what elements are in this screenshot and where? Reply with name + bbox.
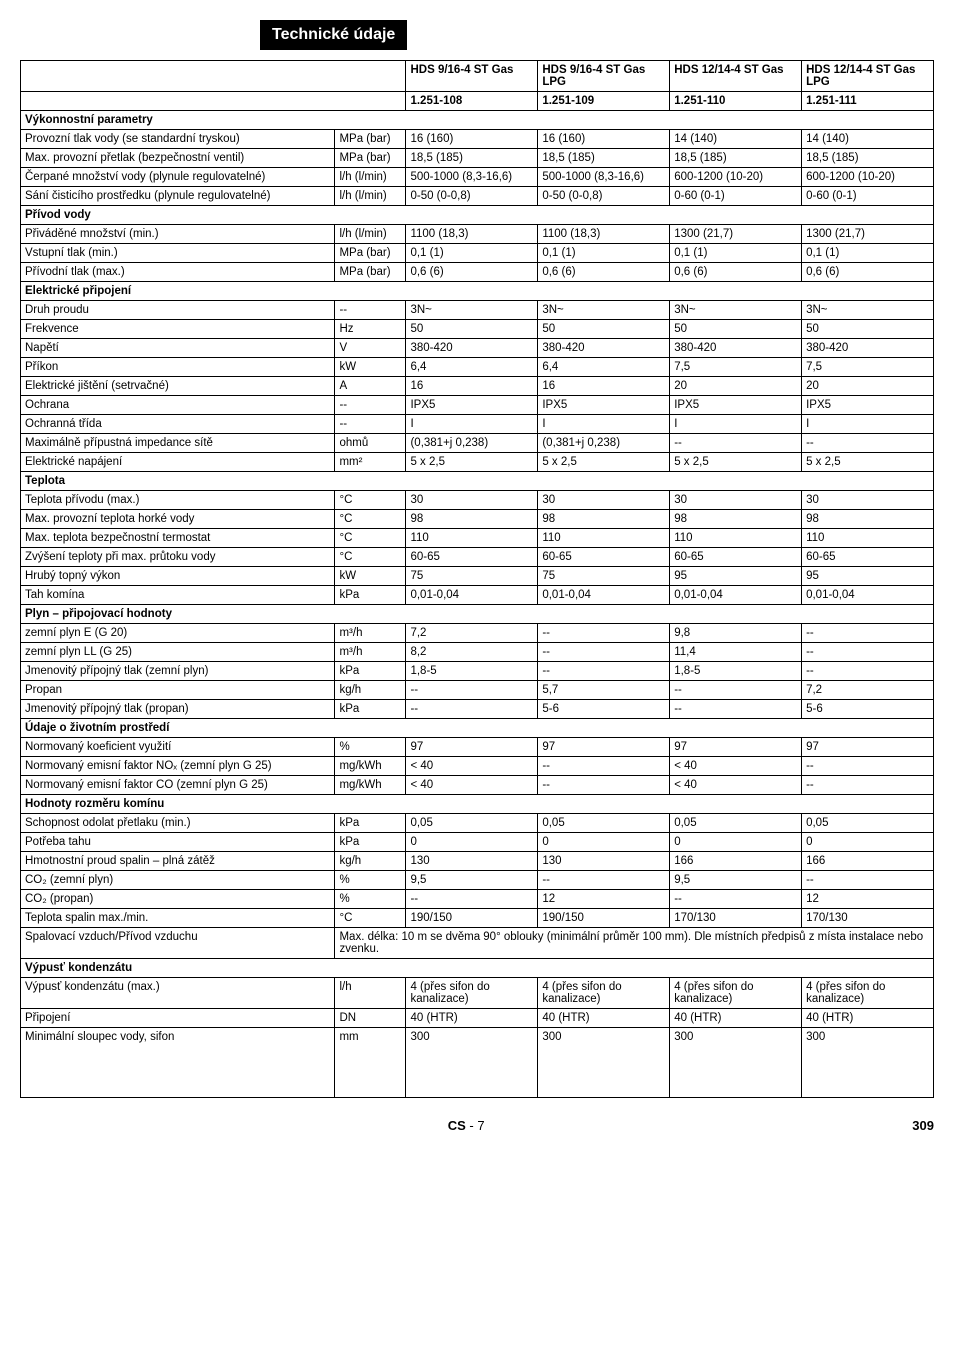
footer-page-number: 309 [912, 1118, 934, 1133]
section-water: Přívod vody [21, 206, 934, 225]
table-row: Normovaný emisní faktor CO (zemní plyn G… [21, 776, 934, 795]
section-electrical: Elektrické připojení [21, 282, 934, 301]
table-row: Elektrické napájenímm²5 x 2,55 x 2,55 x … [21, 453, 934, 472]
table-row: Maximálně přípustná impedance sítěohmů(0… [21, 434, 934, 453]
page-title: Technické údaje [260, 20, 407, 50]
table-row: PřipojeníDN40 (HTR)40 (HTR)40 (HTR)40 (H… [21, 1009, 934, 1028]
table-row: Propankg/h--5,7--7,2 [21, 681, 934, 700]
table-row: CO₂ (zemní plyn)%9,5--9,5-- [21, 871, 934, 890]
spec-table: HDS 9/16-4 ST Gas HDS 9/16-4 ST Gas LPG … [20, 60, 934, 1098]
table-row: Max. provozní teplota horké vody°C989898… [21, 510, 934, 529]
table-row: Hmotnostní proud spalin – plná zátěžkg/h… [21, 852, 934, 871]
table-row: FrekvenceHz50505050 [21, 320, 934, 339]
code-row: 1.251-108 1.251-109 1.251-110 1.251-111 [21, 92, 934, 111]
code-2: 1.251-109 [538, 92, 670, 111]
table-row: zemní plyn LL (G 25)m³/h8,2--11,4-- [21, 643, 934, 662]
table-row: Vstupní tlak (min.)MPa (bar)0,1 (1)0,1 (… [21, 244, 934, 263]
model-3: HDS 12/14-4 ST Gas [670, 61, 802, 92]
section-environment: Údaje o životním prostředí [21, 719, 934, 738]
table-row: Provozní tlak vody (se standardní trysko… [21, 130, 934, 149]
table-row: Max. teplota bezpečnostní termostat°C110… [21, 529, 934, 548]
table-row: Normovaný emisní faktor NOₓ (zemní plyn … [21, 757, 934, 776]
table-row: Potřeba tahukPa0000 [21, 833, 934, 852]
section-gas: Plyn – připojovací hodnoty [21, 605, 934, 624]
table-row: Sání čisticího prostředku (plynule regul… [21, 187, 934, 206]
model-header-row: HDS 9/16-4 ST Gas HDS 9/16-4 ST Gas LPG … [21, 61, 934, 92]
section-chimney: Hodnoty rozměru komínu [21, 795, 934, 814]
table-row: Ochrana--IPX5IPX5IPX5IPX5 [21, 396, 934, 415]
table-row: Jmenovitý přípojný tlak (propan)kPa--5-6… [21, 700, 934, 719]
table-row: Max. provozní přetlak (bezpečnostní vent… [21, 149, 934, 168]
table-row: Teplota spalin max./min.°C190/150190/150… [21, 909, 934, 928]
section-performance: Výkonnostní parametry [21, 111, 934, 130]
table-row: NapětíV380-420380-420380-420380-420 [21, 339, 934, 358]
table-row: CO₂ (propan)%--12--12 [21, 890, 934, 909]
table-row: Výpusť kondenzátu (max.)l/h4 (přes sifon… [21, 978, 934, 1009]
model-2: HDS 9/16-4 ST Gas LPG [538, 61, 670, 92]
table-row: Spalovací vzduch/Přívod vzduchuMax. délk… [21, 928, 934, 959]
table-row: Druh proudu--3N~3N~3N~3N~ [21, 301, 934, 320]
table-row: PříkonkW6,46,47,57,5 [21, 358, 934, 377]
code-3: 1.251-110 [670, 92, 802, 111]
table-row: Schopnost odolat přetlaku (min.)kPa0,050… [21, 814, 934, 833]
table-row: Zvýšení teploty při max. průtoku vody°C6… [21, 548, 934, 567]
table-row: Normovaný koeficient využití%97979797 [21, 738, 934, 757]
table-row: Přiváděné množství (min.)l/h (l/min)1100… [21, 225, 934, 244]
table-row: Přívodní tlak (max.)MPa (bar)0,6 (6)0,6 … [21, 263, 934, 282]
table-row: zemní plyn E (G 20)m³/h7,2--9,8-- [21, 624, 934, 643]
table-row: Minimální sloupec vody, sifonmm300300300… [21, 1028, 934, 1098]
table-row: Čerpané množství vody (plynule regulovat… [21, 168, 934, 187]
table-row: Hrubý topný výkonkW75759595 [21, 567, 934, 586]
footer-center: CS - 7 [448, 1118, 485, 1133]
section-condensate: Výpusť kondenzátu [21, 959, 934, 978]
table-row: Elektrické jištění (setrvačné)A16162020 [21, 377, 934, 396]
table-row: Ochranná třída--IIII [21, 415, 934, 434]
section-temperature: Teplota [21, 472, 934, 491]
table-row: Teplota přívodu (max.)°C30303030 [21, 491, 934, 510]
page-footer: CS - 7 309 [20, 1118, 934, 1133]
code-1: 1.251-108 [406, 92, 538, 111]
model-4: HDS 12/14-4 ST Gas LPG [802, 61, 934, 92]
table-row: Tah komínakPa0,01-0,040,01-0,040,01-0,04… [21, 586, 934, 605]
table-row: Jmenovitý přípojný tlak (zemní plyn)kPa1… [21, 662, 934, 681]
code-4: 1.251-111 [802, 92, 934, 111]
model-1: HDS 9/16-4 ST Gas [406, 61, 538, 92]
